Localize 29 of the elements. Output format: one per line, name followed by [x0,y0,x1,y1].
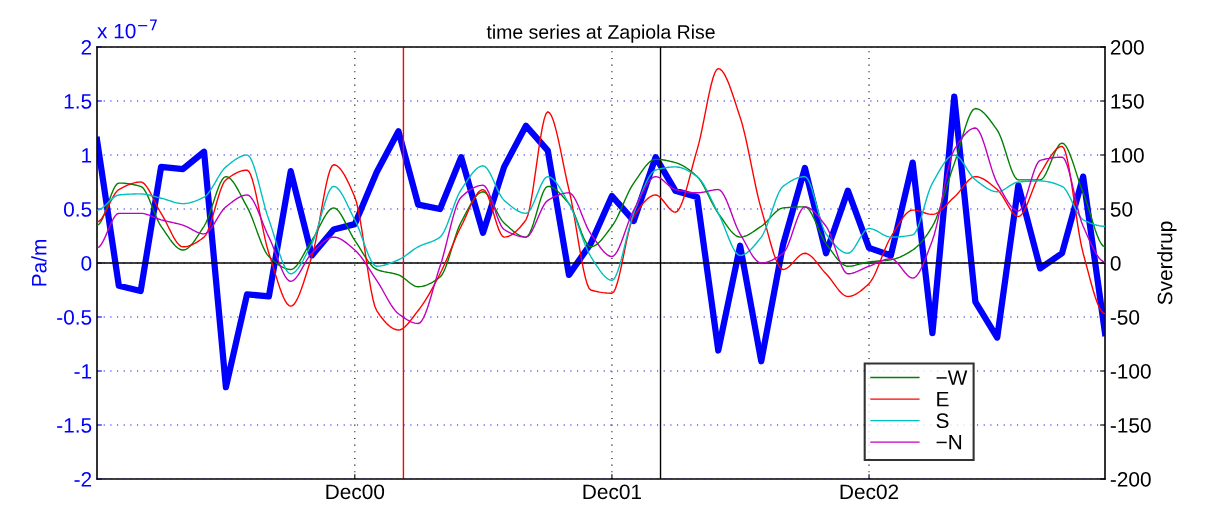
y2-axis-title: Sverdrup [1157,221,1177,305]
x-tick-label: Dec02 [840,484,899,500]
y-tick-label: 1 [82,148,92,163]
y-tick-label: -2 [74,472,92,487]
y-tick-label: 1.5 [64,94,92,109]
y-tick-label: -0.5 [57,310,92,325]
y2-tick-label: 150 [1111,94,1144,109]
legend-label: −N [936,435,962,450]
y-tick-label: -1.5 [57,418,92,433]
y-tick-label: -1 [74,364,92,379]
y2-tick-label: -100 [1110,364,1151,379]
chart-title: time series at Zapiola Rise [486,24,715,43]
y2-tick-label: 50 [1110,202,1133,217]
legend-label: S [936,413,949,429]
y2-tick-label: 100 [1111,148,1144,163]
y-tick-label: 2 [81,40,92,55]
y-tick-label: 0.5 [63,202,92,217]
legend-label: E [937,392,949,407]
legend-label: −W [936,370,968,385]
y2-tick-label: -50 [1110,310,1140,325]
y-tick-label: 0 [81,256,92,271]
y-axis-title: Pa/m [31,240,47,286]
x-tick-label: Dec00 [326,484,385,500]
x-tick-label: Dec01 [583,484,642,500]
y2-tick-label: 200 [1110,40,1144,55]
y2-tick-label: -150 [1110,418,1151,433]
y2-tick-label: -200 [1110,472,1151,487]
y2-tick-label: 0 [1110,256,1121,271]
text: x 10$^{−7}$ [97,19,157,39]
